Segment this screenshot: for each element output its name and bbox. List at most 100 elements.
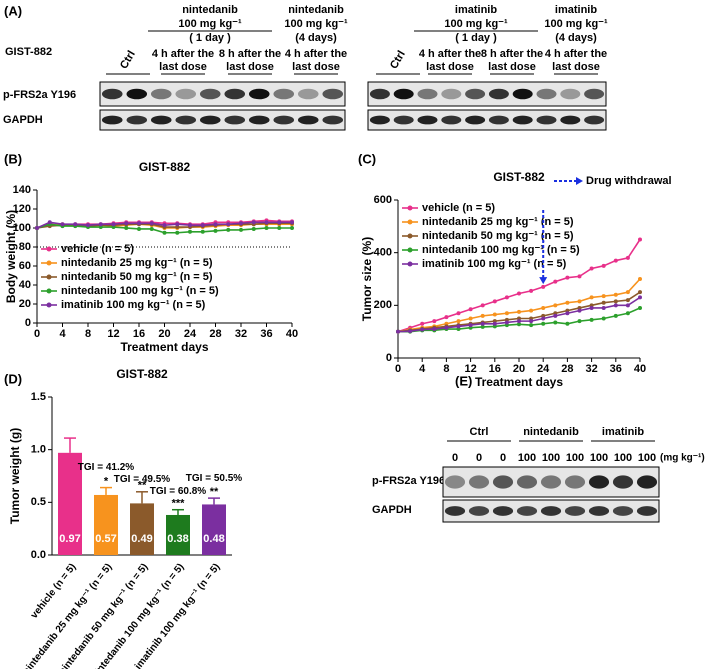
legend-label: nintedanib 50 mg kg⁻¹ (n = 5) <box>61 271 213 283</box>
band <box>248 115 270 125</box>
legend-marker <box>407 205 413 211</box>
y-tick-label: 40 <box>19 279 31 291</box>
point <box>226 227 231 232</box>
dose: 100 <box>590 452 608 464</box>
point <box>638 237 642 242</box>
x-axis-label: Treatment days <box>120 340 208 354</box>
point <box>625 298 630 303</box>
legend-marker <box>46 246 52 252</box>
x-tick-label: 16 <box>489 363 501 375</box>
point <box>553 320 558 325</box>
point <box>601 300 606 305</box>
point <box>601 263 606 268</box>
lane-label: 4 h after the <box>152 48 214 60</box>
y-tick-label: 600 <box>374 194 392 206</box>
point <box>541 316 546 321</box>
point <box>589 266 594 271</box>
point <box>517 309 521 314</box>
legend-label: vehicle (n = 5) <box>422 202 495 214</box>
row-label: GAPDH <box>372 504 412 516</box>
x-tick-label: 20 <box>158 328 170 340</box>
point <box>35 226 39 230</box>
band <box>444 506 466 516</box>
point <box>541 321 546 326</box>
point <box>625 255 630 260</box>
point <box>420 321 425 326</box>
point <box>565 321 570 326</box>
band <box>417 115 438 125</box>
point <box>456 324 461 329</box>
arrow-head <box>539 277 548 285</box>
bar <box>130 503 154 555</box>
point <box>480 313 485 318</box>
x-tick-label: 16 <box>133 328 145 340</box>
y-tick-label: 1.5 <box>31 391 46 403</box>
value-label: 0.49 <box>131 533 152 545</box>
point <box>162 223 167 228</box>
legend-marker <box>46 274 52 280</box>
band <box>393 88 414 100</box>
point <box>613 313 618 318</box>
x-tick-label: 4 <box>59 328 66 340</box>
x-tick-label: 40 <box>286 328 298 340</box>
y-tick-label: 80 <box>19 241 31 253</box>
point <box>396 329 400 334</box>
y-tick-label: 400 <box>374 247 392 259</box>
lane-label: 8 h after the <box>219 48 281 60</box>
point <box>565 311 570 316</box>
dose-unit: (mg kg⁻¹) <box>660 453 705 464</box>
dose: 0 <box>500 452 506 464</box>
band <box>584 88 605 100</box>
bar <box>202 504 226 555</box>
band <box>224 115 246 125</box>
point <box>420 327 425 332</box>
band <box>101 88 123 100</box>
legend-label: nintedanib 100 mg kg⁻¹ (n = 5) <box>61 285 219 297</box>
band <box>101 115 123 125</box>
band <box>199 115 221 125</box>
y-tick-label: 140 <box>13 184 31 196</box>
band <box>126 115 148 125</box>
point <box>480 321 485 326</box>
point <box>529 319 534 324</box>
band <box>540 475 562 489</box>
lane-label: 8 h after the <box>481 48 543 60</box>
group-header: imatinib <box>555 4 597 16</box>
legend-label: nintedanib 50 mg kg⁻¹ (n = 5) <box>422 230 574 242</box>
group-header: 100 mg kg⁻¹ <box>544 18 608 30</box>
y-tick-label: 20 <box>19 298 31 310</box>
value-label: 0.97 <box>59 533 80 545</box>
band <box>588 506 610 516</box>
x-tick-label: 32 <box>585 363 597 375</box>
annotation: Drug withdrawal <box>586 175 672 187</box>
band <box>540 506 562 516</box>
point <box>200 229 205 234</box>
band <box>273 88 295 100</box>
group-header: ( 1 day ) <box>455 32 497 44</box>
legend-label: vehicle (n = 5) <box>61 243 134 255</box>
chart-title: GIST-882 <box>139 160 191 174</box>
y-axis-label: Tumor weight (g) <box>8 428 22 524</box>
tgi-label: TGI = 41.2% <box>78 462 135 473</box>
point <box>60 222 65 227</box>
point <box>98 225 103 230</box>
point <box>638 290 642 295</box>
y-axis-label: Body weight (%) <box>4 210 18 303</box>
point <box>290 220 294 225</box>
x-tick-label: 4 <box>419 363 426 375</box>
band <box>465 88 486 100</box>
point <box>111 225 116 230</box>
band <box>297 88 319 100</box>
band <box>150 88 172 100</box>
legend-label: imatinib 100 mg kg⁻¹ (n = 5) <box>61 299 206 311</box>
panel-label: (B) <box>4 151 22 166</box>
point <box>541 305 546 310</box>
lane-label: last dose <box>488 61 536 73</box>
x-tick-label: 32 <box>235 328 247 340</box>
point <box>529 288 534 293</box>
group-header: (4 days) <box>555 32 597 44</box>
band <box>465 115 486 125</box>
x-tick-label: 36 <box>610 363 622 375</box>
group-header: 100 mg kg⁻¹ <box>284 18 348 30</box>
